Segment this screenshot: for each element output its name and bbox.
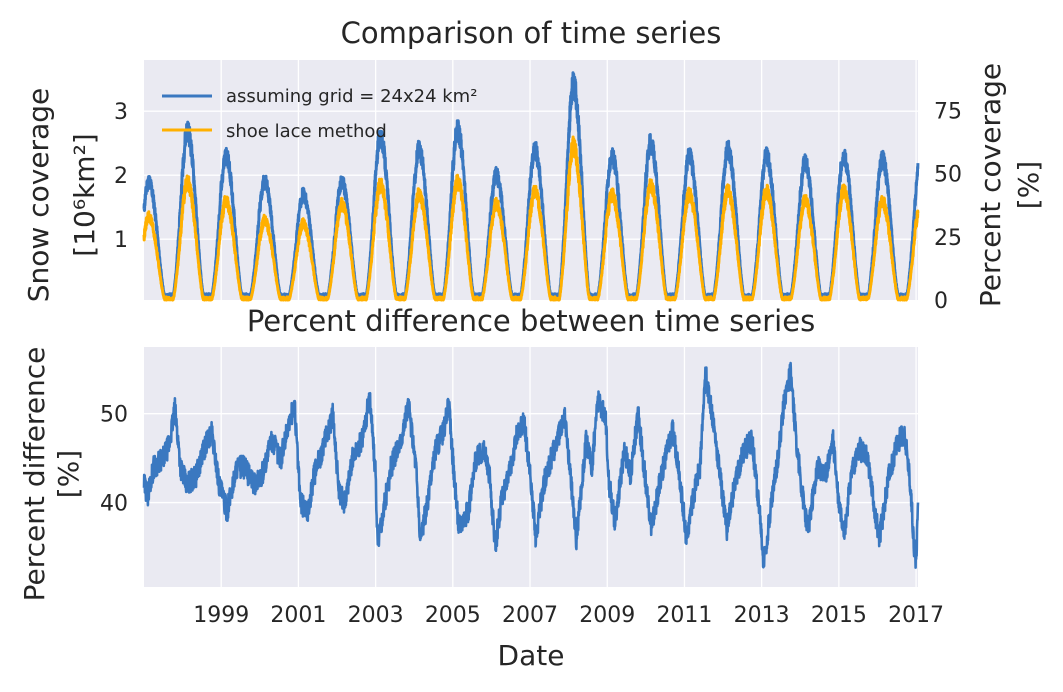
top-right-y-tick-label: 75	[934, 100, 962, 125]
x-tick-label: 2011	[656, 603, 712, 628]
x-tick-label: 2013	[734, 603, 790, 628]
x-tick-label: 2007	[502, 603, 558, 628]
legend: assuming grid = 24x24 km² shoe lace meth…	[162, 86, 477, 142]
bottom-chart-title: Percent difference between time series	[247, 304, 815, 338]
top-left-y-ticks: 1 2 3	[114, 100, 128, 253]
x-tick-label: 2017	[888, 603, 944, 628]
top-right-y-tick-label: 0	[934, 289, 948, 314]
top-chart-title: Comparison of time series	[341, 16, 722, 50]
top-series-group	[142, 71, 920, 302]
legend-label-grid: assuming grid = 24x24 km²	[226, 86, 477, 107]
top-y-tick-label: 1	[114, 228, 128, 253]
top-right-y-axis-label: Percent coverage	[974, 63, 1007, 307]
bottom-x-ticks: 1999 2001 2003 2005 2007 2009 2011 2013 2015 2017	[193, 603, 944, 628]
bottom-y-tick-label: 50	[100, 403, 128, 428]
top-right-y-tick-label: 25	[934, 226, 962, 251]
bottom-y-tick-label: 40	[100, 492, 128, 517]
top-right-y-axis-unit: [%]	[1012, 161, 1045, 209]
top-y-tick-label: 3	[114, 100, 128, 125]
bottom-chart: 40 50 1999 2001 2003 2005 2007 2009 2011 2013 201…	[18, 304, 944, 672]
series-line-shoelace	[142, 135, 920, 302]
x-tick-label: 2009	[579, 603, 635, 628]
series-line-percent-difference	[142, 361, 920, 569]
bottom-y-ticks: 40 50	[100, 403, 128, 517]
x-tick-label: 2015	[811, 603, 867, 628]
top-right-y-ticks: 0 25 50 75	[934, 100, 962, 314]
top-right-y-tick-label: 50	[934, 163, 962, 188]
x-tick-label: 2005	[425, 603, 481, 628]
top-y-axis-unit: [10⁶km²]	[68, 133, 101, 256]
top-y-axis-label: Snow coverage	[22, 88, 55, 302]
legend-label-shoelace: shoe lace method	[226, 121, 387, 142]
bottom-series-group	[142, 361, 920, 569]
x-tick-label: 1999	[193, 603, 249, 628]
top-y-tick-label: 2	[114, 164, 128, 189]
x-tick-label: 2003	[348, 603, 404, 628]
x-axis-label: Date	[498, 639, 565, 672]
top-chart: 1 2 3 0 25 50 75 Comparison of time series Sn…	[22, 16, 1045, 314]
bottom-y-axis-unit: [%]	[52, 450, 85, 498]
bottom-y-axis-label: Percent difference	[18, 347, 51, 602]
x-tick-label: 2001	[270, 603, 326, 628]
series-line-grid	[142, 71, 920, 299]
